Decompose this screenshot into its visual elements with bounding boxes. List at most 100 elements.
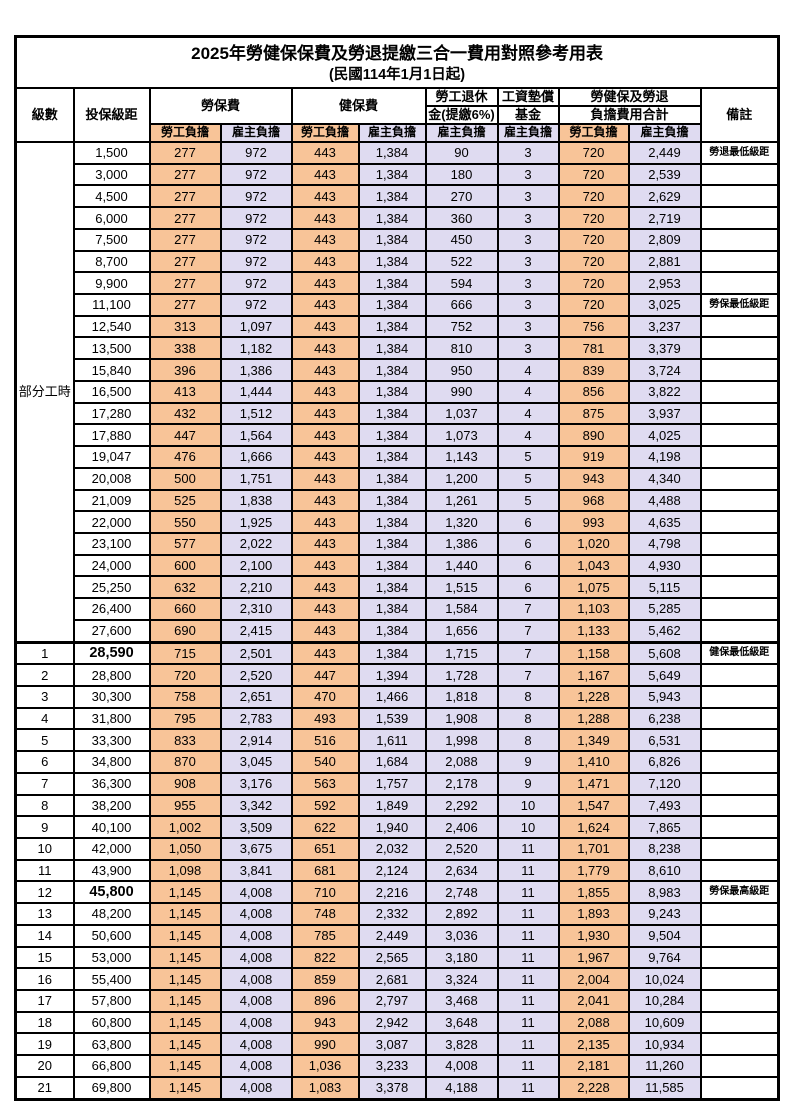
- cell-bracket: 15,840: [72, 358, 151, 382]
- cell-total-employee: 943: [557, 466, 630, 491]
- cell-wage-fund-employer: 6: [496, 531, 560, 556]
- cell-note: [699, 750, 780, 774]
- cell-labor-employer: 1,838: [219, 488, 293, 513]
- cell-labor-employer: 2,520: [219, 663, 293, 687]
- col-header-total-line2: 負擔費用合計: [557, 105, 702, 125]
- cell-note: [699, 771, 780, 796]
- cell-pension-employer: 1,715: [424, 640, 499, 666]
- col-header-health-insurance: 健保費: [290, 87, 427, 125]
- cell-note: [699, 184, 780, 209]
- table-row: 11,100 277 972 443 1,384 666 3 720 3,025 勞保最低級距: [16, 293, 780, 317]
- cell-note: [699, 249, 780, 274]
- col-header-pension-line2: 金(提繳6%): [424, 105, 499, 125]
- cell-pension-employer: 1,440: [424, 553, 499, 578]
- cell-wage-fund-employer: 4: [496, 379, 560, 404]
- cell-labor-employer: 4,008: [219, 880, 293, 905]
- cell-pension-employer: 1,386: [424, 531, 499, 556]
- cell-note: [699, 1075, 780, 1101]
- cell-total-employer: 3,025: [627, 293, 702, 317]
- cell-bracket: 66,800: [72, 1054, 151, 1078]
- cell-total-employee: 1,133: [557, 618, 630, 644]
- cell-total-employee: 1,043: [557, 553, 630, 578]
- cell-health-employer: 1,384: [357, 206, 427, 230]
- cell-wage-fund-employer: 3: [496, 314, 560, 339]
- cell-wage-fund-employer: 9: [496, 771, 560, 796]
- cell-total-employer: 5,608: [627, 640, 702, 666]
- cell-bracket: 11,100: [72, 293, 151, 317]
- cell-labor-employer: 4,008: [219, 1054, 293, 1078]
- subheader-labor-employer: 雇主負擔: [219, 123, 293, 143]
- cell-labor-employee: 413: [148, 379, 222, 404]
- col-header-wage-fund-line1: 工資墊償: [496, 87, 560, 107]
- col-header-total-line1: 勞健保及勞退: [557, 87, 702, 107]
- cell-pension-employer: 1,073: [424, 423, 499, 448]
- cell-pension-employer: 1,515: [424, 575, 499, 600]
- cell-bracket: 34,800: [72, 750, 151, 774]
- cell-labor-employer: 2,501: [219, 640, 293, 666]
- cell-bracket: 23,100: [72, 531, 151, 556]
- cell-labor-employee: 870: [148, 750, 222, 774]
- cell-labor-employer: 3,342: [219, 793, 293, 818]
- cell-total-employee: 1,779: [557, 858, 630, 883]
- cell-labor-employee: 277: [148, 293, 222, 317]
- cell-health-employee: 443: [290, 314, 360, 339]
- cell-bracket: 31,800: [72, 706, 151, 731]
- cell-level: 19: [14, 1032, 75, 1057]
- cell-total-employee: 875: [557, 401, 630, 426]
- page-subtitle: (民國114年1月1日起): [328, 66, 466, 83]
- cell-note: [699, 1054, 780, 1078]
- table-row: 16,500 413 1,444 443 1,384 990 4 856 3,822: [16, 379, 780, 404]
- cell-total-employer: 2,719: [627, 206, 702, 230]
- cell-wage-fund-employer: 11: [496, 923, 560, 948]
- table-row: 7,500 277 972 443 1,384 450 3 720 2,809: [16, 227, 780, 252]
- cell-bracket: 3,000: [72, 162, 151, 187]
- cell-total-employee: 756: [557, 314, 630, 339]
- cell-wage-fund-employer: 11: [496, 858, 560, 883]
- cell-level: 21: [14, 1075, 75, 1101]
- col-header-pension-line1: 勞工退休: [424, 87, 499, 107]
- cell-bracket: 43,900: [72, 858, 151, 883]
- cell-health-employee: 447: [290, 663, 360, 687]
- cell-wage-fund-employer: 3: [496, 271, 560, 296]
- cell-total-employer: 4,798: [627, 531, 702, 556]
- cell-labor-employer: 2,914: [219, 728, 293, 753]
- cell-labor-employer: 4,008: [219, 988, 293, 1013]
- cell-bracket: 38,200: [72, 793, 151, 818]
- cell-health-employer: 1,384: [357, 618, 427, 644]
- cell-total-employee: 1,020: [557, 531, 630, 556]
- cell-labor-employer: 4,008: [219, 1032, 293, 1057]
- cell-wage-fund-employer: 11: [496, 1010, 560, 1035]
- cell-wage-fund-employer: 11: [496, 1032, 560, 1057]
- table-row: 10 42,000 1,050 3,675 651 2,032 2,520 11 1,701 8,…: [14, 836, 780, 861]
- cell-pension-employer: 1,818: [424, 684, 499, 709]
- cell-health-employee: 443: [290, 640, 360, 666]
- cell-health-employer: 1,384: [357, 379, 427, 404]
- cell-bracket: 21,009: [72, 488, 151, 513]
- cell-health-employer: 2,942: [357, 1010, 427, 1035]
- cell-total-employee: 890: [557, 423, 630, 448]
- table-row: 13 48,200 1,145 4,008 748 2,332 2,892 11 1,893 9,…: [14, 902, 780, 926]
- cell-total-employer: 7,493: [627, 793, 702, 818]
- cell-total-employer: 4,635: [627, 510, 702, 534]
- cell-health-employee: 443: [290, 531, 360, 556]
- cell-total-employer: 8,983: [627, 880, 702, 905]
- cell-health-employer: 2,681: [357, 967, 427, 991]
- cell-note: [699, 162, 780, 187]
- cell-level: 14: [14, 923, 75, 948]
- table-row: 25,250 632 2,210 443 1,384 1,515 6 1,075 5,115: [16, 575, 780, 600]
- cell-health-employee: 443: [290, 358, 360, 382]
- cell-total-employer: 3,937: [627, 401, 702, 426]
- cell-bracket: 24,000: [72, 553, 151, 578]
- cell-health-employer: 1,394: [357, 663, 427, 687]
- cell-level: 13: [14, 902, 75, 926]
- cell-note: 勞保最低級距: [699, 293, 780, 317]
- cell-labor-employer: 1,666: [219, 445, 293, 469]
- cell-labor-employee: 955: [148, 793, 222, 818]
- cell-total-employee: 720: [557, 141, 630, 165]
- table-row: 24,000 600 2,100 443 1,384 1,440 6 1,043 4,930: [16, 553, 780, 578]
- cell-note: [699, 553, 780, 578]
- cell-note: [699, 445, 780, 469]
- cell-total-employee: 2,088: [557, 1010, 630, 1035]
- cell-wage-fund-employer: 9: [496, 750, 560, 774]
- table-row: 19 63,800 1,145 4,008 990 3,087 3,828 11 2,135 10…: [14, 1032, 780, 1057]
